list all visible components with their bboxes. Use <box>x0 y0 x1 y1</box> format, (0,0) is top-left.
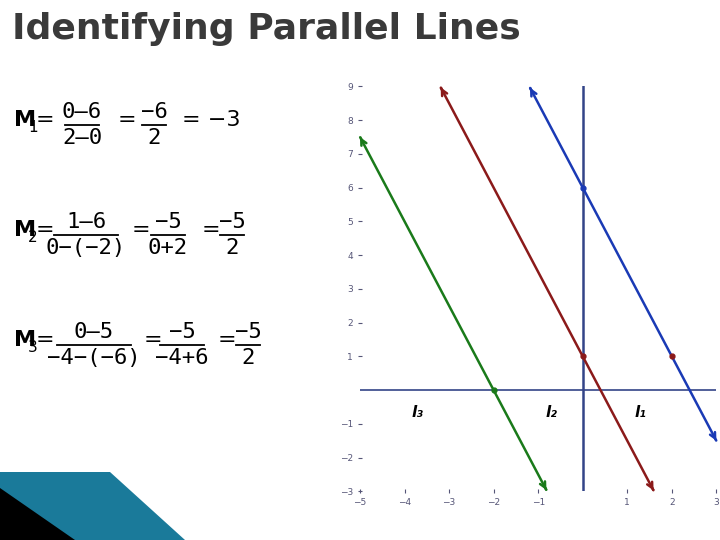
Text: 0−(−2): 0−(−2) <box>46 238 126 258</box>
Text: 2: 2 <box>241 348 255 368</box>
Text: −5: −5 <box>168 322 195 342</box>
Text: 2: 2 <box>225 238 239 258</box>
Text: =: = <box>218 330 237 350</box>
Text: M: M <box>14 330 36 350</box>
Text: =: = <box>132 220 150 240</box>
Text: −5: −5 <box>219 212 246 232</box>
Text: =: = <box>144 330 163 350</box>
Polygon shape <box>0 488 75 540</box>
Text: =: = <box>118 110 137 130</box>
Text: M: M <box>14 110 36 130</box>
Text: l₂: l₂ <box>546 406 557 420</box>
Text: −4−(−6): −4−(−6) <box>48 348 141 368</box>
Text: l₁: l₁ <box>635 406 647 420</box>
Text: 1: 1 <box>28 119 37 134</box>
Text: 3: 3 <box>28 340 37 354</box>
Text: =: = <box>36 110 55 130</box>
Text: =: = <box>36 330 55 350</box>
Text: 0+2: 0+2 <box>148 238 188 258</box>
Text: 0–6: 0–6 <box>62 102 102 122</box>
Text: M: M <box>14 220 36 240</box>
Text: 0–5: 0–5 <box>74 322 114 342</box>
Text: −5: −5 <box>235 322 261 342</box>
Text: =: = <box>202 220 220 240</box>
Text: −5: −5 <box>155 212 181 232</box>
Text: =: = <box>36 220 55 240</box>
Text: −6: −6 <box>140 102 167 122</box>
Text: 1–6: 1–6 <box>66 212 106 232</box>
Text: −4+6: −4+6 <box>156 348 209 368</box>
Text: 2: 2 <box>28 230 37 245</box>
Text: l₃: l₃ <box>412 406 424 420</box>
Polygon shape <box>0 472 185 540</box>
Text: Identifying Parallel Lines: Identifying Parallel Lines <box>12 12 521 46</box>
Text: 2–0: 2–0 <box>62 128 102 148</box>
Text: = −3: = −3 <box>182 110 240 130</box>
Text: 2: 2 <box>148 128 161 148</box>
